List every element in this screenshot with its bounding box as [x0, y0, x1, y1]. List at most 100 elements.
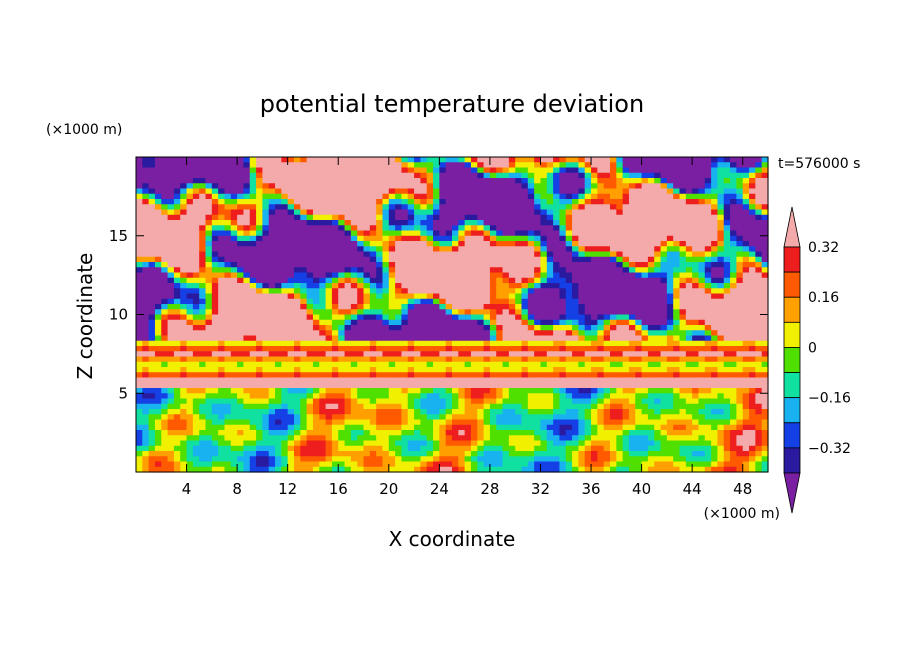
field-cell: [572, 435, 579, 442]
field-cell: [401, 393, 409, 400]
field-cell: [319, 193, 327, 200]
field-cell: [628, 157, 636, 163]
field-cell: [610, 157, 617, 163]
field-cell: [584, 340, 592, 347]
field-cell: [477, 262, 485, 268]
field-cell: [173, 277, 181, 284]
field-cell: [610, 325, 617, 331]
field-cell: [603, 461, 611, 468]
field-cell: [230, 340, 238, 347]
field-cell: [382, 419, 390, 426]
field-cell: [224, 178, 232, 184]
field-cell: [281, 256, 289, 263]
field-cell: [647, 241, 655, 247]
field-cell: [142, 414, 150, 421]
field-cell: [433, 330, 440, 337]
field-cell: [660, 183, 668, 190]
field-cell: [477, 414, 485, 421]
field-cell: [401, 283, 409, 289]
field-cell: [483, 325, 491, 331]
field-cell: [154, 346, 162, 352]
field-cell: [312, 188, 320, 195]
field-cell: [559, 325, 567, 331]
field-cell: [218, 461, 226, 468]
field-cell: [338, 235, 346, 242]
field-cell: [553, 398, 561, 405]
field-cell: [553, 367, 561, 373]
field-cell: [464, 393, 472, 400]
field-cell: [331, 430, 339, 436]
field-cell: [275, 272, 282, 279]
field-cell: [275, 372, 282, 379]
field-cell: [534, 372, 542, 379]
field-cell: [496, 388, 504, 394]
field-cell: [369, 424, 377, 431]
field-cell: [211, 325, 219, 331]
field-cell: [496, 367, 504, 373]
field-cell: [508, 372, 516, 379]
field-cell: [312, 157, 320, 163]
field-cell: [597, 419, 605, 426]
field-cell: [376, 267, 384, 274]
field-cell: [294, 393, 301, 400]
field-cell: [622, 461, 630, 468]
field-cell: [572, 351, 579, 358]
field-cell: [610, 283, 617, 289]
field-cell: [401, 419, 409, 426]
field-cell: [584, 346, 592, 352]
field-cell: [325, 283, 333, 289]
field-cell: [458, 272, 466, 279]
field-cell: [237, 451, 245, 457]
field-cell: [192, 267, 200, 274]
field-cell: [369, 319, 377, 326]
field-cell: [635, 367, 643, 373]
field-cell: [344, 246, 352, 253]
field-cell: [553, 188, 561, 195]
field-cell: [350, 309, 358, 316]
field-cell: [546, 398, 554, 405]
field-cell: [433, 272, 440, 279]
field-cell: [344, 414, 352, 421]
field-cell: [211, 435, 219, 442]
field-cell: [218, 409, 226, 415]
field-cell: [249, 430, 257, 436]
field-cell: [167, 372, 175, 379]
field-cell: [401, 277, 409, 284]
field-cell: [660, 167, 668, 174]
field-cell: [376, 178, 384, 184]
field-cell: [647, 424, 655, 431]
field-cell: [597, 367, 605, 373]
field-cell: [319, 214, 327, 221]
field-cell: [173, 388, 181, 394]
field-cell: [641, 230, 649, 237]
field-cell: [230, 440, 238, 447]
field-cell: [211, 398, 219, 405]
field-cell: [369, 178, 377, 184]
field-cell: [553, 335, 561, 342]
field-cell: [167, 388, 175, 394]
field-cell: [654, 309, 662, 316]
field-cell: [496, 430, 504, 436]
field-cell: [243, 340, 251, 347]
field-cell: [597, 435, 605, 442]
field-cell: [256, 209, 263, 216]
field-cell: [192, 393, 200, 400]
field-cell: [136, 204, 143, 211]
field-cell: [180, 283, 188, 289]
field-cell: [445, 256, 453, 263]
field-cell: [243, 193, 251, 200]
field-cell: [426, 178, 434, 184]
field-cell: [325, 398, 333, 405]
field-cell: [496, 419, 504, 426]
field-cell: [192, 445, 200, 452]
field-cell: [508, 351, 516, 358]
field-cell: [489, 409, 497, 415]
field-cell: [420, 230, 428, 237]
field-cell: [180, 183, 188, 190]
field-cell: [426, 162, 434, 169]
field-cell: [224, 157, 232, 163]
field-cell: [534, 445, 542, 452]
field-cell: [628, 288, 636, 295]
field-cell: [243, 214, 251, 221]
field-cell: [205, 220, 213, 226]
